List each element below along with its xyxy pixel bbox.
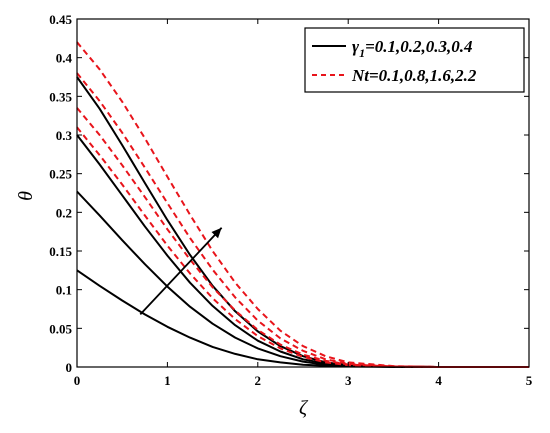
y-tick-label: 0.35 xyxy=(49,89,72,104)
y-tick-label: 0.45 xyxy=(49,12,72,27)
y-tick-label: 0.3 xyxy=(56,128,73,143)
legend: γ1=0.1,0.2,0.3,0.4 Nt=0.1,0.8,1.6,2.2 xyxy=(304,27,525,93)
y-tick-label: 0.15 xyxy=(49,244,72,259)
x-axis-label: ζ xyxy=(299,397,309,419)
x-tick-label: 1 xyxy=(164,373,171,388)
y-tick-label: 0.05 xyxy=(49,321,72,336)
annotation-arrow-head xyxy=(211,227,222,239)
x-tick-label: 0 xyxy=(74,373,81,388)
annotation-layer xyxy=(139,227,223,316)
y-tick-label: 0.2 xyxy=(56,205,72,220)
x-tick-label: 5 xyxy=(526,373,533,388)
y-tick-label: 0.1 xyxy=(56,283,72,298)
y-tick-label: 0.4 xyxy=(56,51,73,66)
y-axis-label: θ xyxy=(15,191,37,201)
y-tick-label: 0 xyxy=(66,360,73,375)
legend-entry-nt: Nt=0.1,0.8,1.6,2.2 xyxy=(351,66,477,85)
legend-entry-gamma: γ1=0.1,0.2,0.3,0.4 xyxy=(352,37,473,60)
x-tick-label: 4 xyxy=(435,373,442,388)
plot-frame xyxy=(76,18,530,368)
annotation-arrow-shaft xyxy=(139,227,223,316)
tick-layer: 0 1 2 3 4 5 0 0.05 0.1 0.15 0.2 0.25 0.3 0.35 0.4 0.45 xyxy=(49,12,533,388)
legend-nt-values: =0.1,0.8,1.6,2.2 xyxy=(369,66,477,85)
legend-box xyxy=(304,27,525,93)
x-tick-label: 3 xyxy=(345,373,352,388)
legend-gamma-symbol: γ xyxy=(352,37,360,56)
legend-gamma-subscript: 1 xyxy=(359,46,365,60)
legend-nt-symbol: Nt xyxy=(351,66,370,85)
y-tick-label: 0.25 xyxy=(49,167,72,182)
legend-gamma-values: =0.1,0.2,0.3,0.4 xyxy=(365,37,472,56)
series-line-nt-3 xyxy=(76,72,529,368)
x-tick-label: 2 xyxy=(255,373,262,388)
